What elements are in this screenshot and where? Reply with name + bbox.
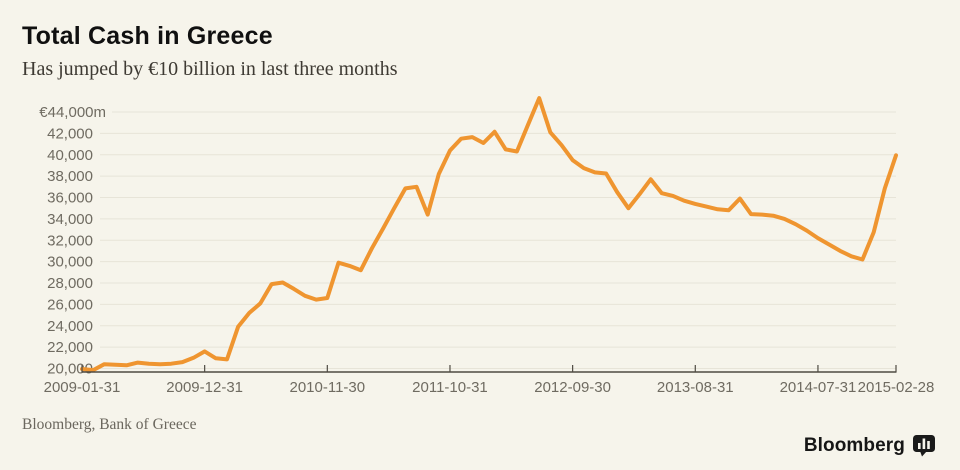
- x-tick-label: 2012-09-30: [534, 379, 611, 396]
- x-axis-ticks: [81, 365, 897, 372]
- x-tick-label: 2010-11-30: [290, 379, 366, 396]
- y-tick-label: 42,000: [47, 125, 93, 142]
- source-text: Bloomberg, Bank of Greece: [22, 416, 197, 433]
- y-tick-label: 36,000: [47, 190, 93, 207]
- y-tick-label: 28,000: [47, 275, 93, 292]
- y-tick-label: 38,000: [47, 168, 93, 185]
- bloomberg-wordmark: Bloomberg: [803, 434, 905, 456]
- x-tick-label: 2013-08-31: [657, 379, 734, 396]
- x-tick-label: 2009-01-31: [44, 379, 121, 396]
- y-tick-label: 20,000: [47, 361, 93, 378]
- cash-data-line: [80, 96, 898, 373]
- y-tick-label: 34,000: [47, 211, 93, 228]
- y-tick-label: 26,000: [47, 296, 93, 313]
- x-tick-label: 2009-12-31: [166, 379, 243, 396]
- chart-title: Total Cash in Greece: [22, 22, 273, 50]
- y-tick-label: 22,000: [47, 339, 93, 356]
- y-axis-labels: €44,000m 42,000 40,000 38,000 36,000 34,000 32…: [39, 104, 106, 378]
- x-tick-label: 2015-02-28: [858, 379, 935, 396]
- y-tick-label: €44,000m: [39, 104, 106, 121]
- y-tick-label: 32,000: [47, 232, 93, 249]
- total-cash-line-chart: €44,000m 42,000 40,000 38,000 36,000 34,000 32…: [39, 96, 935, 396]
- bloomberg-logo: Bloomberg: [804, 434, 936, 457]
- x-tick-label: 2011-10-31: [412, 379, 488, 396]
- y-tick-label: 40,000: [47, 147, 93, 164]
- bar-chart-bubble-icon: [913, 435, 935, 457]
- y-tick-label: 24,000: [47, 318, 93, 335]
- gridlines: [100, 111, 896, 369]
- chart-subtitle: Has jumped by €10 billion in last three …: [22, 58, 398, 80]
- y-tick-label: 30,000: [47, 254, 93, 271]
- x-tick-label: 2014-07-31: [780, 379, 857, 396]
- x-axis-labels: 2009-01-31 2009-12-31 2010-11-30 2011-10-31…: [44, 379, 935, 396]
